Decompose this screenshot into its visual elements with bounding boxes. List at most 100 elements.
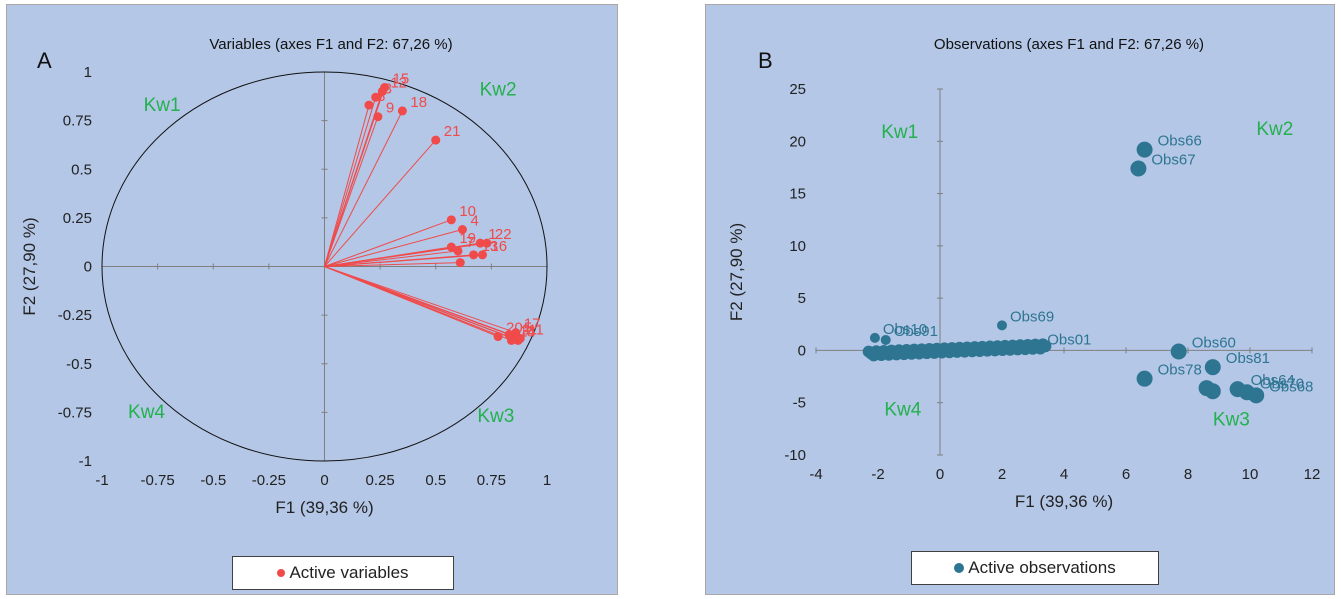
quadrant-label: Kw4: [884, 399, 921, 420]
quadrant-label: Kw4: [128, 402, 165, 423]
x-tick-label: 6: [1122, 466, 1130, 483]
variable-vector: [324, 97, 377, 267]
correlation-circle: [101, 71, 548, 462]
point-label: 9: [386, 100, 394, 117]
quadrant-label: Kw3: [477, 406, 514, 427]
legend-label: Active observations: [968, 558, 1116, 577]
point-label: 5: [524, 320, 532, 337]
point-label: Obs69: [1010, 308, 1054, 325]
point-label: 21: [444, 123, 461, 140]
y-tick-label: -1: [79, 453, 92, 470]
variable-vector: [324, 110, 403, 267]
variable-vector: [324, 266, 512, 341]
observation-point: [1136, 370, 1153, 387]
y-tick-label: 10: [789, 238, 806, 255]
point-label: 4: [470, 213, 478, 230]
variables-chart: Variables (axes F1 and F2: 67,26 %) A -1 -0…: [20, 36, 551, 517]
variable-point: [446, 215, 456, 225]
legend-label: Active variables: [289, 563, 409, 582]
x-tick-label: 1: [543, 472, 551, 489]
variable-point: [431, 135, 441, 145]
observation-point: [1204, 359, 1221, 376]
legend-observations: Active observations: [911, 551, 1159, 585]
point-label: Obs60: [1192, 334, 1236, 351]
variable-point: [506, 335, 516, 345]
point-label: 10: [459, 203, 476, 220]
observations-chart: Observations (axes F1 and F2: 67,26 %) B -…: [727, 36, 1321, 511]
variable-point: [397, 106, 407, 116]
x-tick-label: 4: [1060, 466, 1068, 483]
y-tick-label: 1: [84, 64, 92, 81]
variable-point: [469, 250, 479, 260]
variable-vector: [324, 229, 463, 267]
x-tick-label: 12: [1304, 466, 1321, 483]
point-label: 13: [482, 238, 499, 255]
point-label: 1: [488, 226, 496, 243]
y-tick-label: 0.75: [63, 113, 92, 130]
x-tick-label: 0: [936, 466, 944, 483]
point-label: 17: [524, 316, 541, 333]
variable-point: [482, 238, 492, 248]
x-axis-title: F1 (39,36 %): [1015, 492, 1113, 511]
point-label: Obs01: [1047, 331, 1091, 348]
x-tick-label: -0.75: [141, 472, 175, 489]
variable-vector: [324, 116, 379, 267]
panel-letter: B: [758, 48, 773, 73]
point-label: Obs10: [883, 321, 927, 338]
variable-vector: [324, 246, 452, 267]
y-tick-label: -10: [784, 447, 806, 464]
x-tick-label: 0.75: [477, 472, 506, 489]
variable-vector: [324, 91, 383, 267]
variable-point: [377, 86, 387, 96]
quadrant-label: Kw2: [1256, 119, 1293, 140]
point-label: Obs67: [1151, 151, 1195, 168]
variable-vector: [324, 250, 459, 267]
point-label: 18: [410, 94, 427, 111]
y-axis-title: F2 (27,90 %): [20, 217, 39, 315]
panel-letter: A: [37, 48, 52, 73]
point-label: 3: [384, 80, 392, 97]
x-tick-label: 0.5: [425, 472, 446, 489]
variable-point: [373, 112, 383, 122]
chart-title: Variables (axes F1 and F2: 67,26 %): [209, 36, 452, 53]
variable-point: [364, 100, 374, 110]
variable-vector: [324, 266, 517, 334]
point-label: 14: [519, 323, 536, 340]
observation-point: [1136, 141, 1153, 158]
y-tick-label: 0.5: [71, 161, 92, 178]
point-label: Obs68: [1269, 378, 1313, 395]
observation-point: [869, 332, 880, 343]
variable-point: [371, 92, 381, 102]
point-label: 12: [390, 74, 407, 91]
variable-point: [446, 242, 456, 252]
point-label: 7: [466, 234, 474, 251]
x-tick-label: -0.5: [200, 472, 226, 489]
y-tick-label: 5: [798, 290, 806, 307]
y-tick-label: 0.25: [63, 210, 92, 227]
quadrant-label: Kw3: [1213, 410, 1250, 431]
y-tick-label: 0: [798, 342, 806, 359]
quadrant-label: Kw1: [144, 95, 181, 116]
variable-point: [453, 246, 463, 256]
x-tick-label: 0: [320, 472, 328, 489]
y-tick-label: 0: [84, 259, 92, 276]
x-tick-label: -0.25: [252, 472, 286, 489]
y-tick-label: -0.25: [58, 307, 92, 324]
variable-point: [455, 258, 465, 268]
x-tick-label: -2: [871, 466, 884, 483]
variable-vector: [324, 266, 521, 339]
variable-point: [457, 225, 467, 235]
quadrant-label: Kw2: [480, 79, 517, 100]
point-label: Obs81: [1226, 350, 1270, 367]
point-label: 19: [459, 230, 476, 247]
variable-point: [477, 250, 487, 260]
variable-vector: [324, 254, 483, 267]
x-tick-label: 8: [1184, 466, 1192, 483]
point-label: Obs66: [1158, 133, 1202, 150]
point-label: Obs64: [1251, 372, 1295, 389]
variable-vector: [324, 219, 452, 267]
observation-point: [997, 320, 1007, 331]
x-tick-label: 10: [1242, 466, 1259, 483]
variable-point: [475, 238, 485, 248]
x-axis-title: F1 (39,36 %): [275, 498, 373, 517]
